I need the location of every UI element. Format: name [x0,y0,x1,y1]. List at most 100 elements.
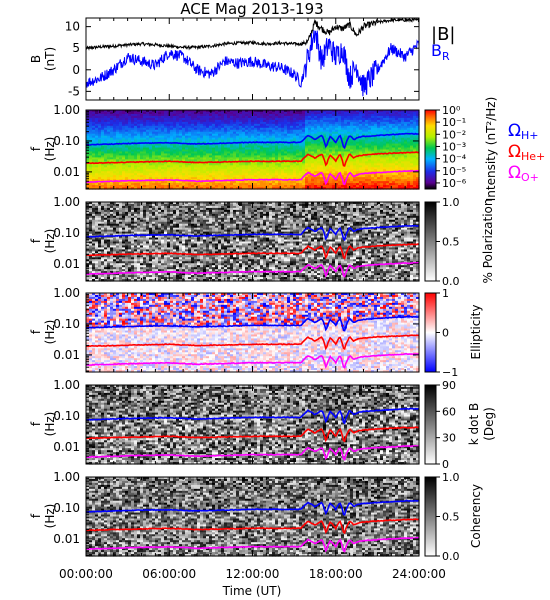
spectrogram-cell [254,115,258,119]
spectrogram-cell [254,149,258,153]
spectrogram-cell [203,110,207,113]
spectrogram-cell [296,155,300,159]
spectrogram-cell [263,137,267,141]
spectrogram-cell [386,155,390,159]
spectrogram-cell [197,185,201,188]
spectrogram-cell [344,131,348,135]
spectrogram-cell [275,175,279,178]
spectrogram-cell [218,151,222,155]
spectrogram-cell [317,155,321,159]
spectrogram-cell [341,117,345,121]
spectrogram-cell [380,183,384,186]
spectrogram-cell [311,159,315,162]
spectrogram-cell [206,177,210,180]
spectrogram-cell [404,167,408,170]
spectrogram-cell [149,173,153,176]
spectrogram-cell [380,163,384,166]
spectrogram-cell [191,151,195,155]
spectrogram-cell [113,169,117,172]
spectrogram-cell [404,147,408,151]
spectrogram-cell [362,123,366,127]
spectrogram-cell [194,153,198,157]
spectrogram-cell [143,161,147,164]
spectrogram-cell [338,181,342,184]
spectrogram-cell [275,161,279,164]
spectrogram-cell [236,123,240,127]
spectrogram-cell [332,167,336,170]
spectrogram-cell [212,110,216,113]
spectrogram-cell [269,183,273,186]
spectrogram-cell [323,119,327,123]
y-ticks: 1.000.100.01 [53,103,419,189]
spectrogram-cell [101,110,105,113]
spectrogram-cell [260,133,264,137]
spectrogram-cell [290,133,294,137]
spectrogram-cell [173,147,177,151]
spectrogram-cell [164,121,168,125]
spectrogram-cell [356,145,360,149]
spectrogram-cell [95,209,99,213]
spectrogram-cell [224,133,228,137]
spectrogram-cell [248,115,252,119]
spectrogram-cell [158,161,162,164]
spectrogram-cell [329,113,333,117]
spectrogram-cell [170,117,174,121]
spectrogram-cell [305,161,309,164]
spectrogram-cell [287,113,291,117]
spectrogram-cell [335,147,339,151]
spectrogram-cell [89,209,93,213]
spectrogram-cell [368,177,372,180]
spectrogram-cell [242,123,246,127]
spectrogram-cell [98,165,102,168]
spectrogram-cell [188,175,192,178]
spectrogram-cell [236,185,240,188]
spectrogram-cell [98,243,102,247]
spectrogram-cell [314,165,318,168]
spectrogram-cell [374,145,378,149]
spectrogram-cell [98,151,102,155]
spectrogram-cell [257,127,261,131]
spectrogram-cell [203,153,207,157]
spectrogram-cell [233,171,237,174]
spectrogram-cell [179,187,183,190]
spectrogram-cell [242,121,246,125]
spectrogram-cell [266,165,270,168]
spectrogram-cell [392,163,396,166]
spectrogram-cell [233,127,237,131]
spectrogram-cell [134,121,138,125]
spectrogram-cell [158,137,162,141]
spectrogram-cell [311,125,315,129]
spectrogram-cell [101,257,105,260]
spectrogram-cell [98,241,102,245]
spectrogram-cell [398,135,402,139]
spectrogram-cell [227,169,231,172]
spectrogram-cell [341,153,345,157]
spectrogram-cell [404,143,408,147]
spectrogram-cell [398,177,402,180]
spectrogram-cell [89,259,93,262]
spectrogram-cell [236,127,240,131]
spectrogram-cell [290,175,294,178]
spectrogram-cell [185,169,189,172]
spectrogram-cell [149,129,153,133]
spectrogram-cell [353,187,357,190]
spectrogram-cell [122,167,126,170]
spectrogram-cell [395,169,399,172]
spectrogram-cell [161,139,165,143]
spectrogram-cell [92,257,96,260]
spectrogram-cell [374,129,378,133]
spectrogram-cell [302,139,306,143]
spectrogram-cell [299,183,303,186]
spectrogram-cell [188,129,192,133]
spectrogram-cell [386,187,390,190]
spectrogram-cell [98,169,102,172]
spectrogram-cell [92,173,96,176]
spectrogram-cell [125,173,129,176]
spectrogram-cell [389,149,393,153]
spectrogram-cell [98,173,102,176]
spectrogram-cell [371,141,375,145]
spectrogram-cell [146,163,150,166]
spectrogram-cell [107,167,111,170]
spectrogram-cell [314,131,318,135]
spectrogram-cell [299,181,303,184]
